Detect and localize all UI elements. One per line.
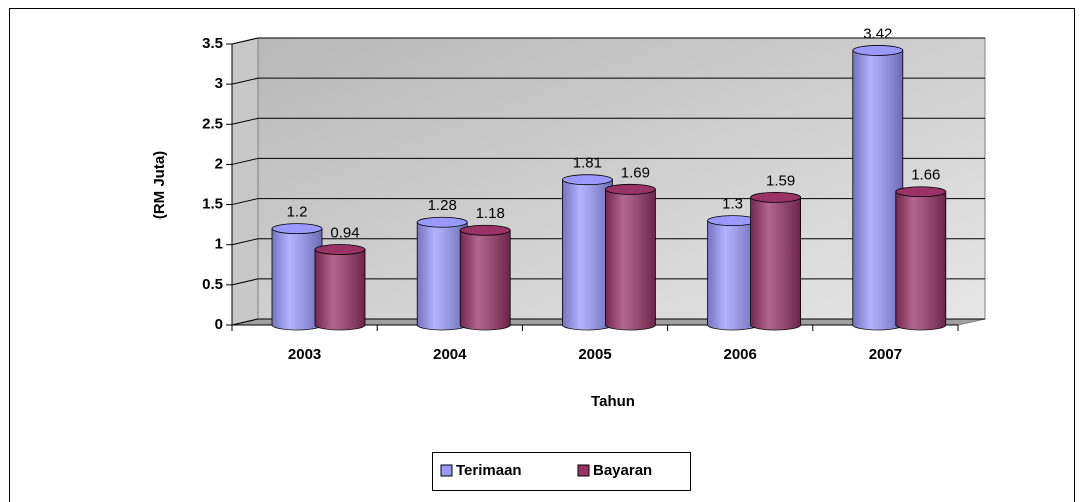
y-tick-label: 1 bbox=[215, 236, 223, 253]
bar-top bbox=[852, 45, 904, 56]
side-grid-line bbox=[231, 198, 259, 206]
bar-shade bbox=[562, 179, 613, 330]
side-grid-line bbox=[231, 37, 259, 45]
bar bbox=[314, 244, 366, 331]
bar-top bbox=[562, 174, 613, 186]
bar bbox=[750, 191, 801, 331]
legend-swatch bbox=[440, 464, 453, 477]
x-tick-label: 2005 bbox=[578, 346, 611, 363]
value-label: 1.3 bbox=[722, 196, 743, 213]
value-label: 1.81 bbox=[573, 155, 602, 172]
bar-top bbox=[895, 186, 947, 198]
side-grid-line bbox=[231, 318, 259, 326]
y-tick-label: 1.5 bbox=[202, 196, 223, 213]
chart-border bbox=[9, 8, 1075, 502]
side-grid-line bbox=[231, 278, 259, 286]
value-label: 1.66 bbox=[911, 167, 940, 184]
bar-shade bbox=[852, 50, 903, 331]
bar bbox=[895, 186, 947, 331]
y-tick-label: 3 bbox=[215, 75, 223, 92]
side-grid-line bbox=[231, 77, 259, 85]
value-label: 1.59 bbox=[766, 172, 795, 189]
x-tick-label: 2004 bbox=[433, 346, 467, 363]
value-label: 1.2 bbox=[287, 204, 308, 221]
side-grid-line bbox=[231, 157, 259, 165]
bar-shade bbox=[707, 220, 758, 330]
value-label: 0.94 bbox=[330, 225, 359, 242]
x-tick-label: 2006 bbox=[724, 346, 757, 363]
bar bbox=[459, 224, 511, 331]
bar-top bbox=[459, 224, 511, 236]
y-axis-title: (RM Juta) bbox=[151, 151, 168, 219]
side-grid-line bbox=[231, 117, 259, 125]
bar-shade bbox=[750, 197, 801, 330]
legend-label: Terimaan bbox=[456, 462, 522, 479]
bar bbox=[271, 223, 323, 331]
value-label: 1.18 bbox=[476, 205, 505, 222]
bar-shade bbox=[315, 249, 365, 330]
bar-shade bbox=[460, 230, 511, 330]
bar-top bbox=[314, 244, 366, 255]
bar-top bbox=[416, 216, 468, 228]
bar-top bbox=[750, 191, 801, 203]
y-tick-label: 0.5 bbox=[202, 276, 223, 293]
y-tick-label: 2.5 bbox=[202, 115, 223, 132]
bar-shade bbox=[895, 191, 946, 330]
y-tick-label: 2 bbox=[215, 155, 223, 172]
bar-shade bbox=[605, 189, 656, 330]
value-label: 1.28 bbox=[428, 197, 457, 214]
value-label: 3.42 bbox=[863, 25, 892, 42]
bar-top bbox=[605, 183, 656, 195]
value-label: 1.69 bbox=[621, 164, 650, 181]
bar bbox=[605, 183, 656, 331]
y-tick-label: 0 bbox=[215, 316, 223, 333]
legend-label: Bayaran bbox=[593, 462, 652, 479]
bar-shade bbox=[417, 222, 468, 330]
bar bbox=[707, 215, 758, 331]
x-tick-label: 2003 bbox=[288, 346, 321, 363]
bar bbox=[852, 45, 904, 331]
x-axis-title: Tahun bbox=[591, 393, 635, 410]
side-grid-line bbox=[231, 238, 259, 246]
bar-top bbox=[271, 223, 323, 235]
x-tick-label: 2007 bbox=[869, 346, 902, 363]
bar-top bbox=[707, 215, 758, 227]
bar bbox=[416, 216, 468, 331]
y-tick-label: 3.5 bbox=[202, 35, 223, 52]
bar bbox=[562, 174, 613, 331]
legend-swatch bbox=[577, 464, 590, 477]
legend-box bbox=[432, 452, 691, 491]
bar-shade bbox=[272, 228, 322, 330]
